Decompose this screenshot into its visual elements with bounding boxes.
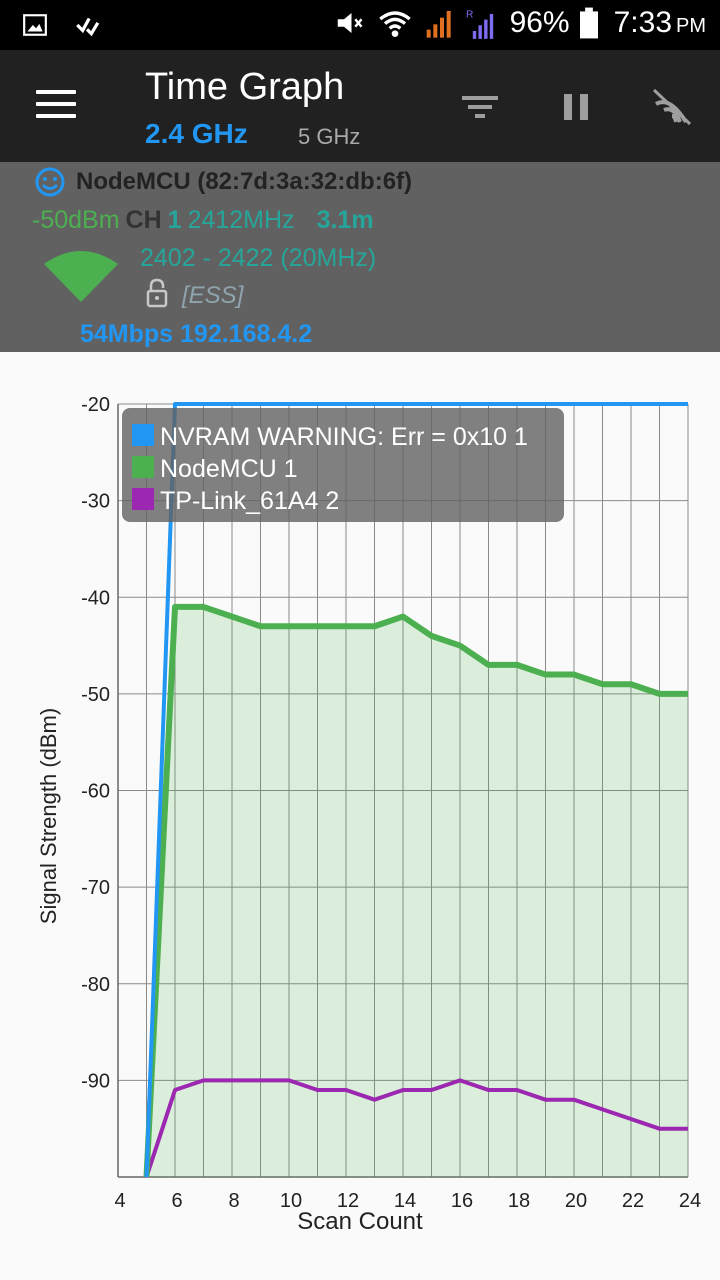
x-tick-label: 14 — [394, 1190, 416, 1212]
x-tick-label: 22 — [622, 1190, 644, 1212]
series-fill-area — [146, 606, 688, 1177]
wifi-status-icon — [378, 11, 411, 37]
x-tick-label: 12 — [337, 1190, 359, 1212]
pause-icon[interactable] — [562, 92, 590, 122]
legend-label: NVRAM WARNING: Err = 0x10 1 — [160, 423, 528, 451]
svg-text:R: R — [466, 9, 473, 20]
menu-icon[interactable] — [36, 90, 76, 122]
access-point-details[interactable]: NodeMCU (82:7d:3a:32:db:6f) -50dBm CH 1 241… — [0, 162, 720, 352]
status-bar: R 96% 7:33 PM — [0, 0, 720, 50]
x-tick-label: 10 — [280, 1190, 302, 1212]
ap-frequency-range: 2402 - 2422 (20MHz) — [140, 244, 377, 272]
x-tick-label: 16 — [451, 1190, 473, 1212]
filter-icon[interactable] — [460, 92, 500, 122]
time-graph-chart[interactable]: -20 -30 -40 -50 -60 -70 -80 -90 4 6 8 10 12 14 16 18 20 2… — [0, 352, 720, 1280]
y-tick-label: -60 — [81, 781, 110, 803]
battery-icon — [579, 7, 598, 39]
mute-icon — [337, 13, 363, 33]
x-axis-label: Scan Count — [297, 1208, 423, 1235]
series-line — [144, 402, 688, 1178]
y-tick-label: -30 — [81, 491, 110, 513]
ap-distance: 3.1m — [316, 206, 374, 234]
ap-channel-label: CH — [125, 206, 162, 234]
cell-signal-2-icon: R — [466, 9, 493, 39]
checklist-notification-icon — [76, 17, 100, 37]
legend-label: NodeMCU 1 — [160, 455, 298, 483]
x-tick-label: 4 — [114, 1190, 125, 1212]
chart-svg: -20 -30 -40 -50 -60 -70 -80 -90 4 6 8 10 12 14 16 18 20 2… — [36, 394, 701, 1235]
y-axis-label: Signal Strength (dBm) — [36, 708, 61, 924]
legend-swatch — [132, 456, 154, 478]
x-tick-label: 18 — [508, 1190, 530, 1212]
x-tick-label: 20 — [565, 1190, 587, 1212]
image-notification-icon — [23, 14, 47, 36]
ap-rate-ip: 54Mbps 192.168.4.2 — [80, 320, 313, 348]
ap-channel: 1 — [167, 206, 182, 234]
clock: 7:33 PM — [613, 6, 706, 39]
x-tick-label: 24 — [679, 1190, 701, 1212]
legend-swatch — [132, 424, 154, 446]
wifi-scan-off-icon[interactable] — [650, 86, 694, 126]
y-tick-label: -50 — [81, 684, 110, 706]
x-tick-label: 6 — [171, 1190, 182, 1212]
series-line — [144, 1078, 688, 1178]
legend-box — [122, 408, 564, 522]
cell-signal-1-icon — [426, 11, 451, 38]
legend-label: TP-Link_61A4 2 — [160, 487, 339, 515]
smiley-icon — [35, 167, 65, 197]
ap-signal-level: -50dBm — [32, 206, 120, 234]
page-title: Time Graph — [145, 66, 345, 108]
x-tick-label: 8 — [228, 1190, 239, 1212]
notification-icons — [22, 12, 100, 38]
ap-security: [ESS] — [182, 282, 244, 309]
tab-2-4-ghz[interactable]: 2.4 GHz — [145, 118, 248, 149]
tab-5-ghz[interactable]: 5 GHz — [298, 124, 361, 149]
y-tick-label: -70 — [81, 877, 110, 899]
ap-signal-line: -50dBm CH 1 2412MHz 3.1m — [32, 206, 374, 235]
wifi-strength-icon — [44, 251, 118, 302]
lock-open-icon — [146, 278, 168, 308]
y-tick-label: -40 — [81, 587, 110, 609]
ap-frequency: 2412MHz — [187, 206, 295, 234]
battery-percent: 96% — [509, 6, 570, 39]
y-tick-label: -90 — [81, 1070, 110, 1092]
legend-swatch — [132, 488, 154, 510]
y-tick-label: -20 — [81, 394, 110, 416]
y-tick-label: -80 — [81, 974, 110, 996]
app-toolbar: Time Graph 2.4 GHz 5 GHz — [0, 50, 720, 162]
series-line — [143, 603, 688, 1178]
ap-name: NodeMCU (82:7d:3a:32:db:6f) — [76, 168, 413, 195]
